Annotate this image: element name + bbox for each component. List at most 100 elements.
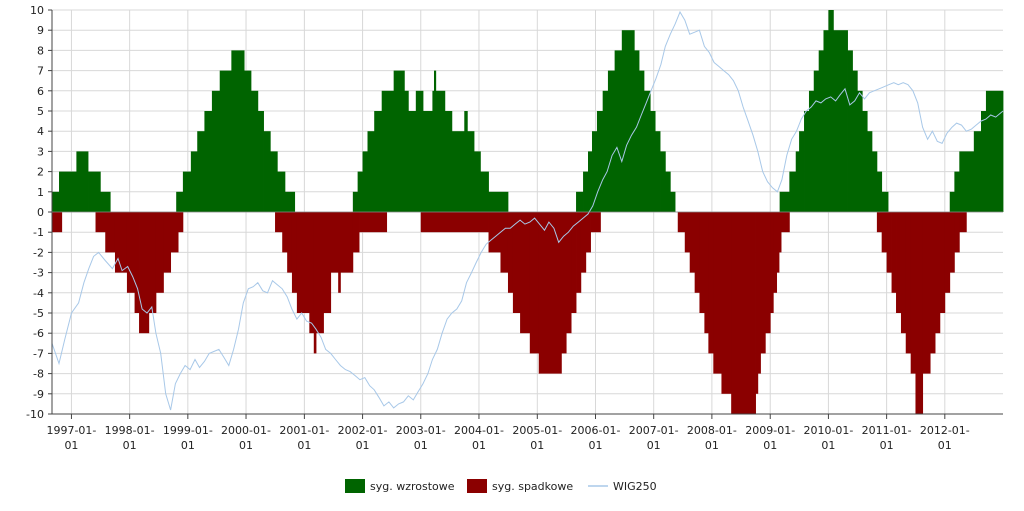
legend-label: WIG250	[613, 480, 657, 493]
x-tick-label-line2: 01	[64, 439, 78, 452]
y-tick-label: -2	[33, 246, 44, 259]
x-tick-label-line2: 01	[123, 439, 137, 452]
bar-down	[944, 212, 951, 293]
bar-down	[765, 212, 771, 334]
bar-up	[973, 131, 982, 212]
x-tick-label-line2: 01	[239, 439, 253, 452]
bar-up	[857, 90, 863, 212]
bar-up	[959, 151, 975, 212]
bar-up	[614, 50, 623, 213]
bar-down	[296, 212, 310, 313]
bar-up	[367, 131, 375, 212]
bar-down	[776, 212, 780, 273]
x-tick-label-line1: 1999-01-	[163, 424, 213, 437]
bar-up	[804, 111, 810, 212]
bar-up	[451, 131, 465, 212]
bar-down	[359, 212, 388, 233]
bar-down	[105, 212, 116, 253]
bar-up	[650, 111, 656, 212]
x-tick-label-line1: 2002-01-	[338, 424, 388, 437]
bar-up	[76, 151, 89, 212]
bar-down	[287, 212, 293, 273]
bar-up	[789, 171, 797, 212]
y-tick-label: -7	[33, 347, 44, 360]
bar-up	[980, 111, 987, 212]
y-tick-label: -5	[33, 307, 44, 320]
bar-up	[422, 111, 433, 212]
bar-down	[114, 212, 128, 273]
bar-down	[886, 212, 892, 273]
x-tick-label-line1: 2004-01-	[454, 424, 504, 437]
bar-down	[959, 212, 967, 233]
x-tick-label-line2: 01	[647, 439, 661, 452]
y-tick-label: -10	[26, 408, 44, 421]
bar-up	[591, 131, 598, 212]
bar-up	[480, 171, 489, 212]
bar-up	[352, 191, 359, 212]
legend-item[interactable]: syg. spadkowe	[467, 479, 573, 493]
bar-up	[182, 171, 192, 212]
y-tick-label: -6	[33, 327, 44, 340]
y-tick-label: -1	[33, 226, 44, 239]
bar-up	[408, 111, 417, 212]
bar-down	[935, 212, 941, 334]
bar-up	[795, 151, 800, 212]
bar-down	[755, 212, 759, 394]
legend-item[interactable]: WIG250	[588, 480, 657, 493]
bar-up	[211, 90, 221, 212]
bar-down	[330, 212, 339, 273]
bar-up	[270, 151, 278, 212]
bar-up	[665, 171, 671, 212]
bar-up	[362, 151, 368, 212]
legend-label: syg. wzrostowe	[370, 480, 455, 493]
bar-up	[381, 90, 395, 212]
y-tick-label: 1	[37, 186, 44, 199]
bar-down	[694, 212, 700, 293]
bar-down	[770, 212, 774, 313]
x-tick-label-line1: 2000-01-	[221, 424, 271, 437]
bar-down	[677, 212, 686, 233]
bar-down	[576, 212, 582, 293]
bar-up	[433, 70, 437, 212]
bar-down	[134, 212, 140, 313]
legend-item[interactable]: syg. wzrostowe	[345, 479, 455, 493]
x-tick-label-line2: 01	[472, 439, 486, 452]
bar-down	[282, 212, 288, 253]
bar-up	[467, 131, 475, 212]
bar-down	[566, 212, 572, 334]
bar-down	[731, 212, 756, 414]
wig250-line	[51, 10, 1004, 411]
bar-up	[284, 191, 296, 212]
bar-down	[881, 212, 888, 253]
y-tick-label: -3	[33, 267, 44, 280]
x-tick-label-line1: 2011-01-	[862, 424, 912, 437]
bar-up	[607, 70, 616, 212]
bar-down	[507, 212, 514, 293]
bar-down	[891, 212, 897, 293]
y-tick-label: 5	[37, 105, 44, 118]
bar-down	[939, 212, 946, 313]
bar-down	[561, 212, 567, 354]
bar-down	[713, 212, 722, 374]
bar-down	[896, 212, 902, 313]
bar-down	[155, 212, 164, 293]
bar-up	[432, 90, 435, 212]
bar-up	[670, 191, 676, 212]
x-tick-label-line1: 2012-01-	[920, 424, 970, 437]
y-tick-label: 4	[37, 125, 44, 138]
bar-up	[779, 191, 790, 212]
bar-up	[474, 151, 481, 212]
bar-down	[538, 212, 562, 374]
x-tick-label-line2: 01	[414, 439, 428, 452]
x-tick-label-line2: 01	[297, 439, 311, 452]
x-tick-label-line1: 2007-01-	[629, 424, 679, 437]
y-tick-label: -4	[33, 287, 44, 300]
bar-up	[621, 30, 635, 213]
x-tick-label-line2: 01	[880, 439, 894, 452]
bar-down	[781, 212, 790, 233]
bar-up	[639, 70, 645, 212]
bar-up	[813, 70, 820, 212]
x-tick-label-line2: 01	[821, 439, 835, 452]
x-tick-label-line1: 2001-01-	[279, 424, 329, 437]
x-tick-label-line2: 01	[530, 439, 544, 452]
